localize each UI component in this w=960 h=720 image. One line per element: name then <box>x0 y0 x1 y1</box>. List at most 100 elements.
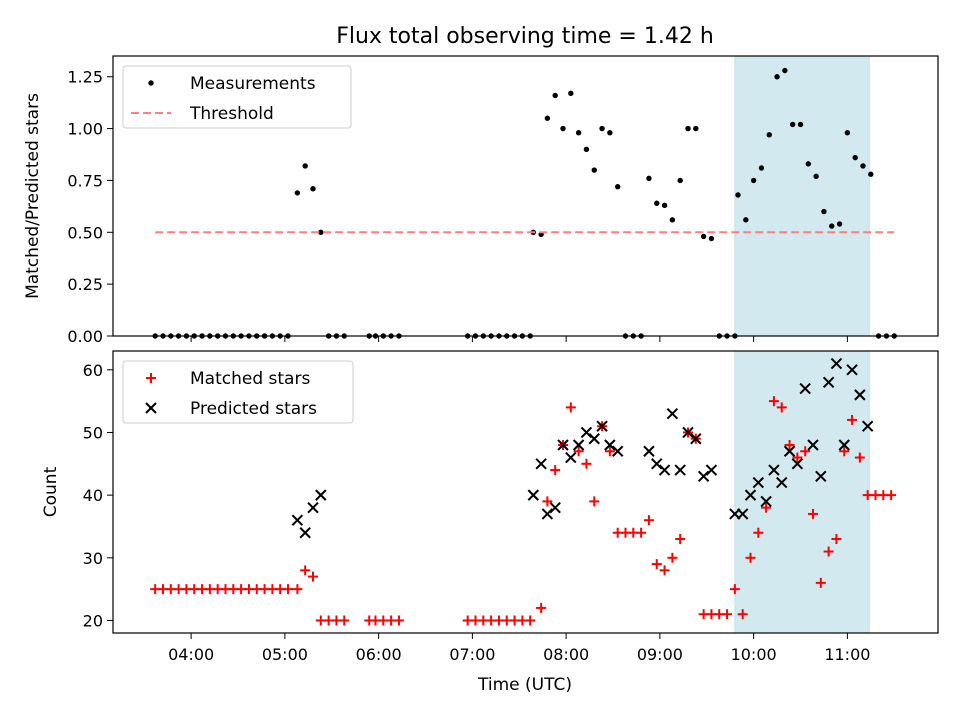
measurement-point <box>789 121 796 128</box>
matched-star-point <box>761 502 772 513</box>
top-legend: Measurements Threshold <box>122 65 352 129</box>
legend-marker <box>148 80 154 86</box>
measurement-point <box>774 74 780 80</box>
bottom-panel-counts: 04:00 05:00 06:00 07:00 08:00 09:00 10:00 11:00… <box>41 350 939 664</box>
y-tick-label: 1.25 <box>67 68 103 87</box>
predicted-star-point <box>315 489 327 501</box>
matched-star-point <box>768 396 779 407</box>
measurement-point <box>583 146 590 153</box>
predicted-star-point <box>830 357 843 370</box>
measurement-point <box>805 161 812 167</box>
matched-star-point <box>604 446 615 457</box>
top-axes-frame <box>112 55 939 337</box>
matched-star-point <box>722 609 733 620</box>
measurement-point <box>552 92 558 99</box>
measurement-point <box>614 183 621 190</box>
measurement-point <box>310 186 316 192</box>
top-highlight-span <box>734 55 870 337</box>
matched-star-point <box>659 565 670 576</box>
predicted-star-point <box>565 451 577 464</box>
measurement-point <box>821 208 827 215</box>
measurement-point <box>568 90 574 97</box>
measurement-point <box>544 115 551 121</box>
predicted-star-point <box>572 439 585 451</box>
legend-label: Threshold <box>189 104 274 124</box>
predicted-star-point <box>705 464 718 476</box>
bottom-axes-frame <box>112 350 939 634</box>
measurement-point <box>743 217 749 223</box>
matched-star-point <box>729 584 740 595</box>
measurement-point <box>607 130 613 136</box>
y-tick-label: 1.00 <box>67 120 103 139</box>
predicted-star-point <box>744 489 757 501</box>
measurement-point <box>661 202 668 209</box>
predicted-star-point <box>299 527 311 539</box>
x-tick-label: 11:00 <box>824 645 870 664</box>
matched-star-point <box>808 508 818 519</box>
x-tick-label: 05:00 <box>262 645 308 664</box>
matched-star-point <box>792 452 803 463</box>
top-panel-ratio: 0.00 0.25 0.50 0.75 1.00 1.25 Matched/Predict… <box>23 55 939 346</box>
predicted-star-point <box>580 426 593 439</box>
legend-label: Matched stars <box>190 369 310 389</box>
predicted-star-point <box>807 439 819 451</box>
predicted-star-point <box>752 476 765 489</box>
y-tick-label: 20 <box>83 611 103 630</box>
measurement-point <box>797 121 804 128</box>
measurement-point <box>844 130 851 136</box>
predicted-star-point <box>666 407 679 420</box>
bottom-axis-ticks: 04:00 05:00 06:00 07:00 08:00 09:00 10:00 11:00… <box>83 361 871 664</box>
measurement-point <box>560 125 566 132</box>
measurement-point <box>766 132 772 138</box>
predicted-star-point <box>588 433 600 445</box>
matched-star-point <box>886 490 897 501</box>
measurement-point <box>750 177 757 184</box>
predicted-star-point <box>604 439 616 451</box>
predicted-star-point <box>861 420 874 432</box>
measurement-point <box>302 163 308 169</box>
bottom-highlight-span <box>734 350 870 634</box>
measurement-point <box>669 217 676 223</box>
legend-box <box>122 65 352 129</box>
matched-star-point <box>745 552 756 563</box>
predicted-star-point <box>768 464 780 476</box>
predicted-star-point <box>541 508 554 520</box>
top-axis-ticks: 0.00 0.25 0.50 0.75 1.00 1.25 <box>67 68 848 346</box>
predicted-star-point <box>682 426 694 439</box>
measurement-point <box>735 192 741 198</box>
measurement-point <box>708 235 715 242</box>
matched-star-point <box>565 402 576 413</box>
legend-label: Predicted stars <box>190 399 317 419</box>
y-tick-label: 0.25 <box>67 275 103 294</box>
measurement-point <box>868 171 874 177</box>
matched-star-point <box>643 515 654 526</box>
y-tick-label: 0.00 <box>67 327 103 346</box>
matched-star-point <box>675 534 686 544</box>
top-series-marks <box>152 67 897 339</box>
matched-star-point <box>393 615 404 626</box>
predicted-star-point <box>854 389 866 401</box>
matched-star-point <box>300 565 311 576</box>
bottom-legend: Matched stars Predicted stars <box>122 360 354 424</box>
top-y-axis-label: Matched/Predicted stars <box>23 93 43 299</box>
x-tick-label: 07:00 <box>449 645 495 664</box>
matched-star-point <box>815 577 826 588</box>
y-tick-label: 0.75 <box>67 171 103 190</box>
predicted-star-point <box>697 470 710 483</box>
measurement-point <box>758 165 765 171</box>
predicted-star-point <box>690 433 702 445</box>
measurement-point <box>654 200 660 206</box>
predicted-star-point <box>776 476 788 489</box>
matched-star-point <box>573 446 584 457</box>
predicted-star-point <box>846 364 858 376</box>
predicted-star-point <box>557 439 569 451</box>
bottom-y-axis-label: Count <box>41 466 61 517</box>
y-tick-label: 30 <box>83 549 103 568</box>
chart-title: Flux total observing time = 1.42 h <box>336 24 714 49</box>
matched-star-point <box>847 414 858 425</box>
predicted-star-point <box>611 445 624 457</box>
measurement-point <box>700 233 707 240</box>
measurement-point <box>318 229 324 235</box>
x-tick-label: 04:00 <box>168 645 214 664</box>
measurement-point <box>575 130 582 136</box>
